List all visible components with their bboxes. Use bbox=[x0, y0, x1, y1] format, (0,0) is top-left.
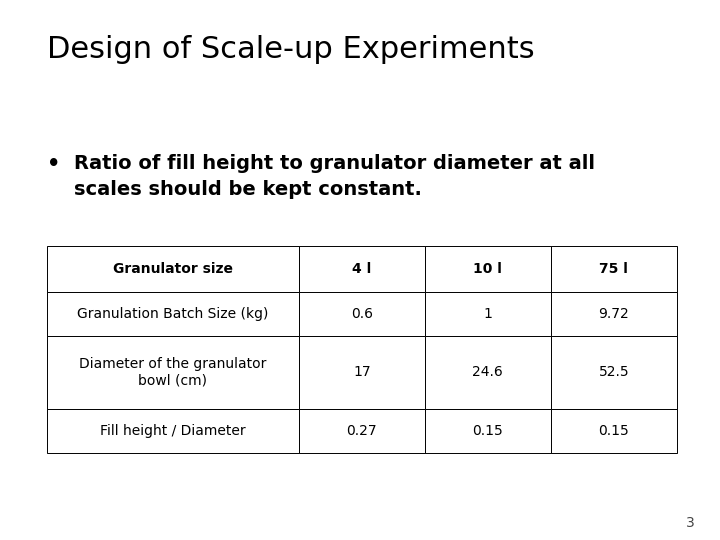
Text: 4 l: 4 l bbox=[352, 262, 372, 275]
Bar bbox=[551, 246, 677, 292]
Text: •: • bbox=[47, 154, 60, 174]
Text: 0.6: 0.6 bbox=[351, 307, 373, 321]
Bar bbox=[299, 336, 425, 409]
Bar bbox=[47, 292, 299, 336]
Text: Granulation Batch Size (kg): Granulation Batch Size (kg) bbox=[77, 307, 269, 321]
Text: 9.72: 9.72 bbox=[598, 307, 629, 321]
Text: 52.5: 52.5 bbox=[598, 366, 629, 379]
Text: Diameter of the granulator
bowl (cm): Diameter of the granulator bowl (cm) bbox=[79, 357, 266, 387]
Bar bbox=[551, 336, 677, 409]
Bar bbox=[425, 336, 551, 409]
Bar bbox=[47, 409, 299, 453]
Bar bbox=[551, 292, 677, 336]
Bar bbox=[551, 409, 677, 453]
Bar bbox=[299, 409, 425, 453]
Text: Granulator size: Granulator size bbox=[113, 262, 233, 275]
Text: 0.27: 0.27 bbox=[346, 424, 377, 438]
Text: 10 l: 10 l bbox=[473, 262, 503, 275]
Text: 3: 3 bbox=[686, 516, 695, 530]
Text: 0.15: 0.15 bbox=[598, 424, 629, 438]
Bar bbox=[425, 246, 551, 292]
Text: Ratio of fill height to granulator diameter at all
scales should be kept constan: Ratio of fill height to granulator diame… bbox=[74, 154, 595, 199]
Text: Design of Scale-up Experiments: Design of Scale-up Experiments bbox=[47, 35, 534, 64]
Bar bbox=[425, 292, 551, 336]
Bar bbox=[47, 336, 299, 409]
Bar bbox=[299, 246, 425, 292]
Text: 17: 17 bbox=[353, 366, 371, 379]
Text: 24.6: 24.6 bbox=[472, 366, 503, 379]
Text: Fill height / Diameter: Fill height / Diameter bbox=[100, 424, 246, 438]
Bar bbox=[299, 292, 425, 336]
Text: 75 l: 75 l bbox=[599, 262, 629, 275]
Bar bbox=[47, 246, 299, 292]
Text: 1: 1 bbox=[483, 307, 492, 321]
Bar bbox=[425, 409, 551, 453]
Text: 0.15: 0.15 bbox=[472, 424, 503, 438]
